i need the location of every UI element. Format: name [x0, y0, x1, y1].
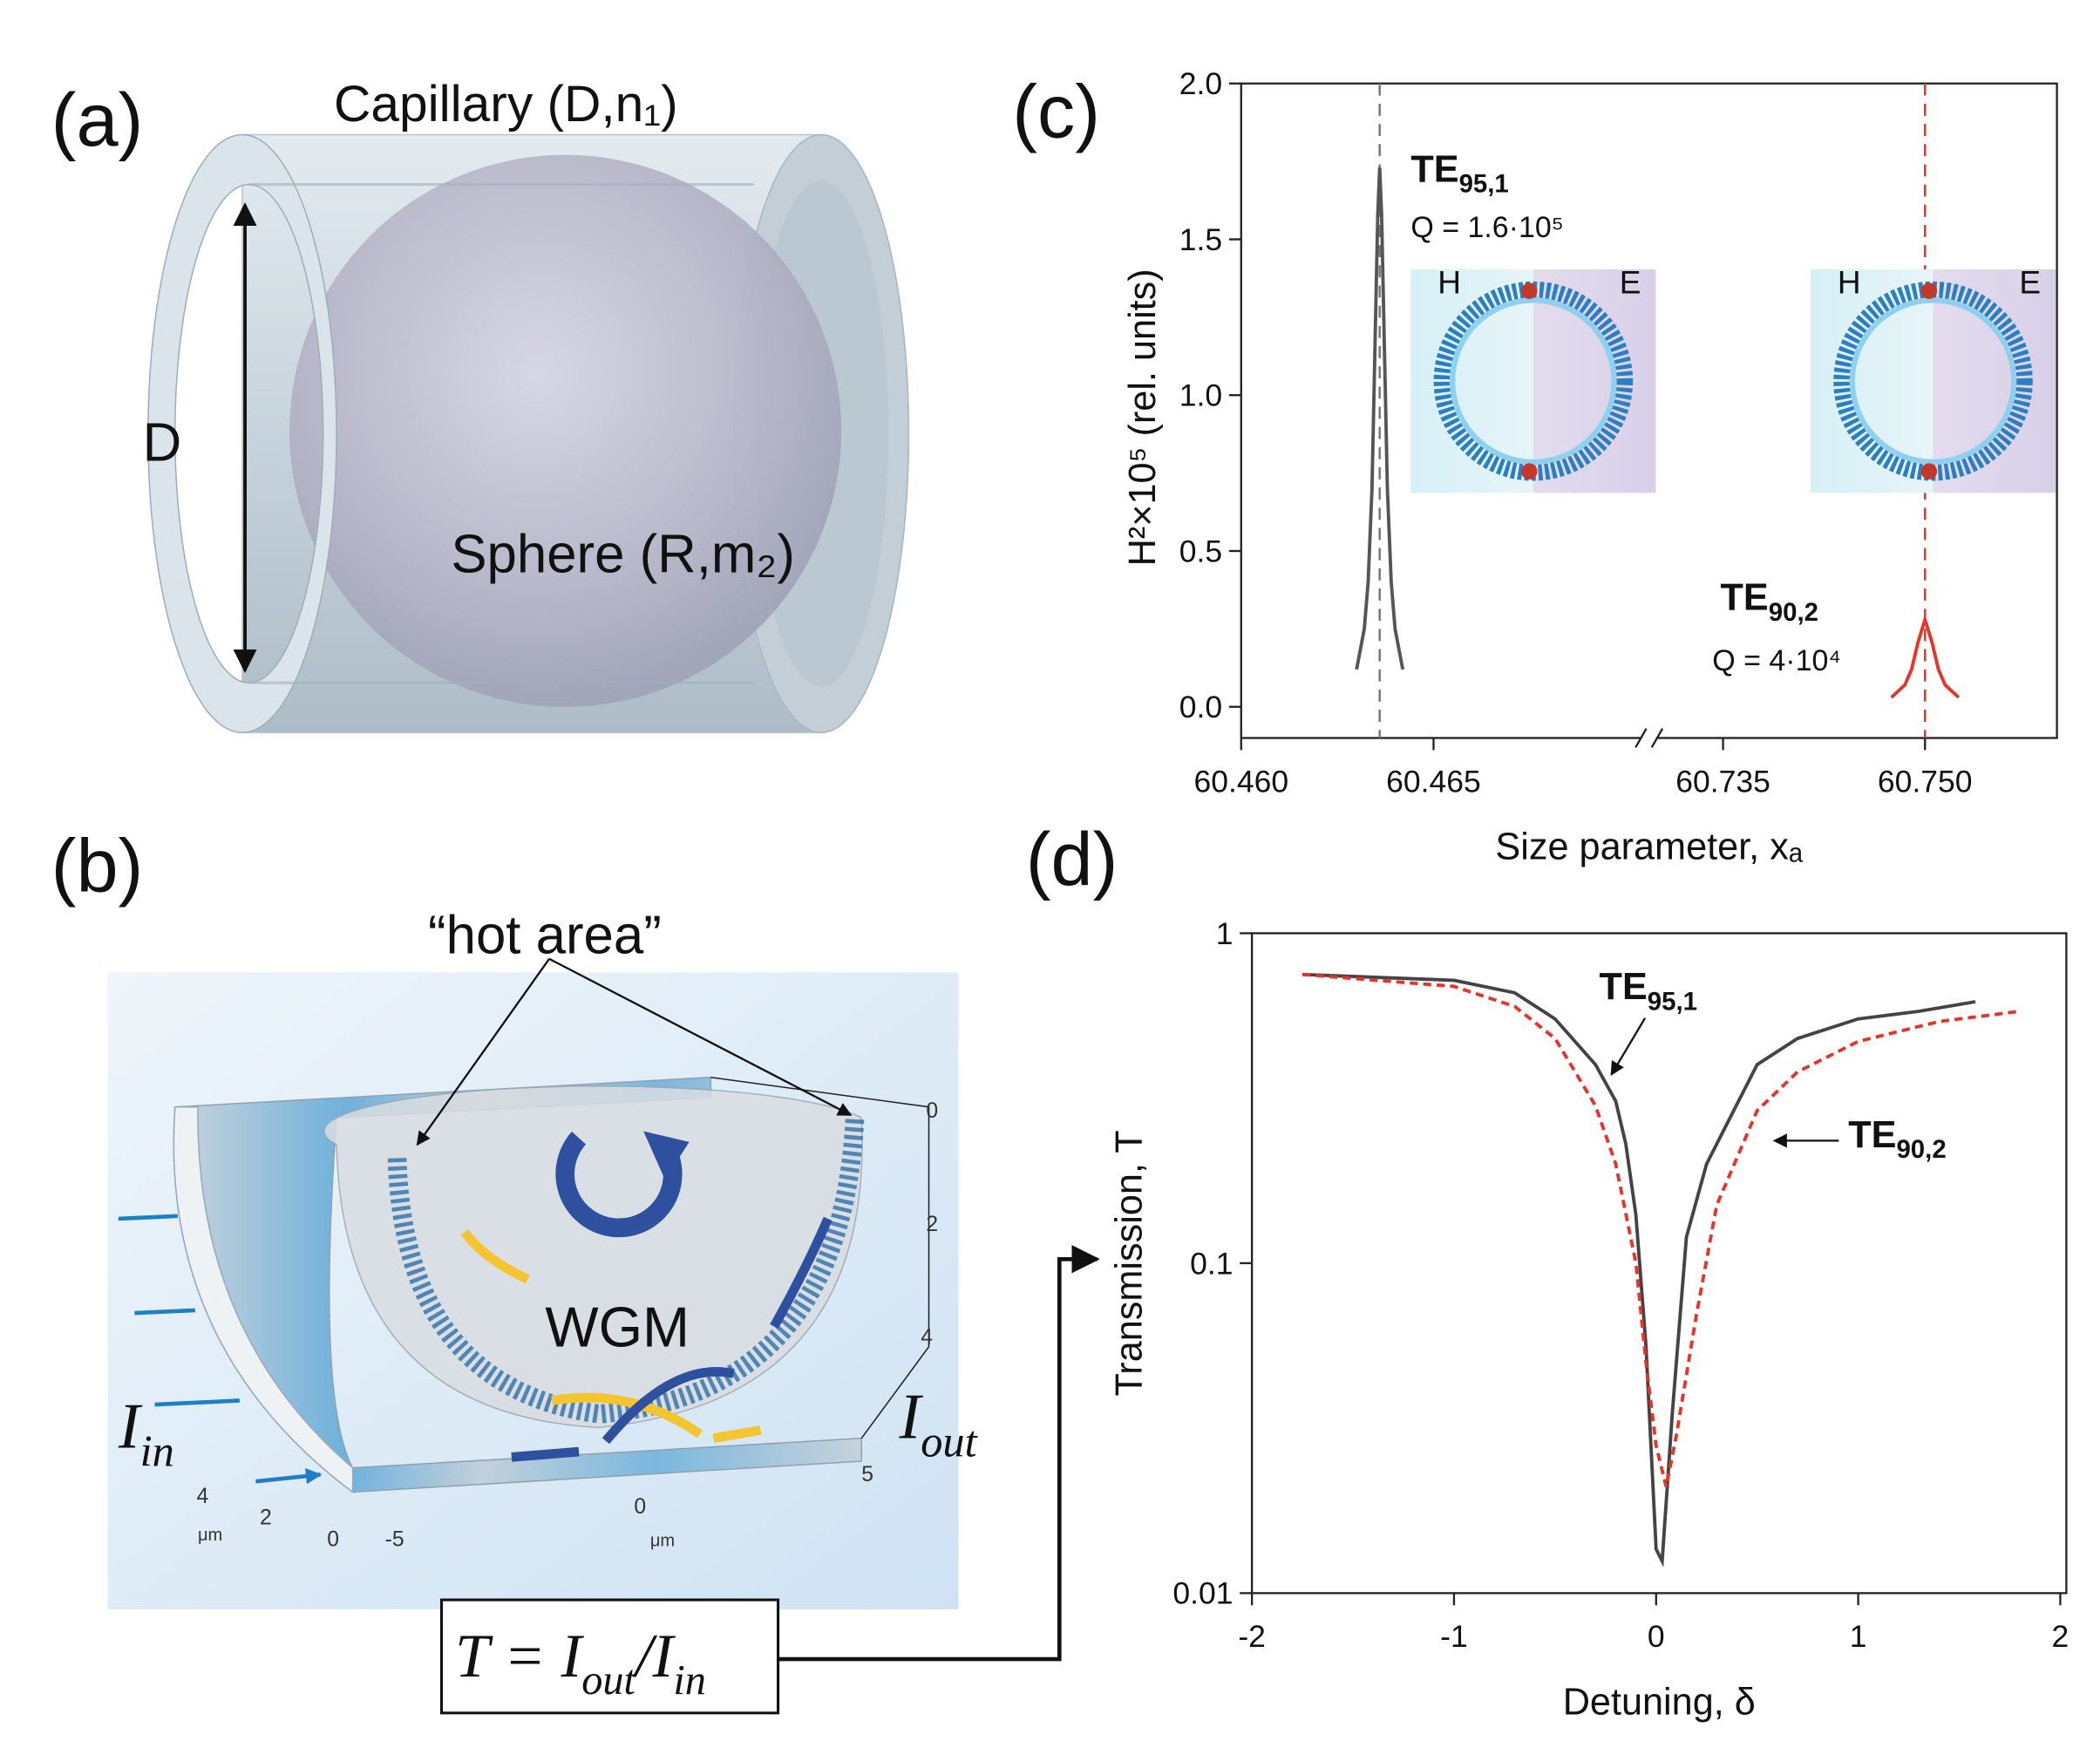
scale-label: 0	[926, 1099, 938, 1123]
transmission-formula-part: in	[673, 1657, 706, 1704]
input-intensity: Iin	[118, 1391, 174, 1476]
panel-label: (b)	[51, 825, 144, 908]
hot-spot	[1920, 463, 1938, 480]
scale-label: 0	[327, 1527, 339, 1551]
mode-label-part: 95,1	[1648, 987, 1697, 1016]
mode-label-part: 95,1	[1459, 170, 1509, 199]
y-axis-label: H²×10⁵ (rel. units)	[1122, 269, 1164, 566]
mode-label: TE95,1	[1600, 966, 1697, 1016]
series-line	[1302, 972, 1976, 1568]
scale-label: 4	[196, 1485, 208, 1508]
hot-spot	[1520, 282, 1538, 299]
scale-label: 4	[921, 1326, 933, 1350]
output-intensity-part: out	[921, 1417, 978, 1466]
annotation-pointer	[1610, 1017, 1647, 1077]
quality-factor: Q = 1.6·10⁵	[1410, 211, 1564, 244]
capillary-label: Capillary (D,n₁)	[334, 76, 678, 133]
x-axis-label: Size parameter, xₐ	[1495, 826, 1803, 868]
mode-label-part: TE	[1410, 149, 1458, 191]
inset-field-label: H	[1838, 264, 1861, 301]
mode-label: TE95,1	[1410, 149, 1508, 199]
series-line	[1301, 972, 2021, 1487]
mode-label-part: TE	[1600, 966, 1648, 1008]
panel-label: (a)	[51, 78, 144, 162]
series-line	[1890, 614, 1961, 699]
y-tick-label: 1.0	[1179, 378, 1222, 413]
hot-area-label: “hot area”	[428, 906, 662, 966]
x-tick-label: 1	[1850, 1619, 1867, 1654]
scale-label: 2	[926, 1213, 938, 1236]
panel-label: (c)	[1012, 71, 1100, 154]
wgm-label: WGM	[545, 1296, 690, 1359]
y-axis-label: Transmission, T	[1109, 1130, 1151, 1396]
mode-label-part: TE	[1848, 1114, 1896, 1156]
scale-label: μm	[198, 1526, 222, 1545]
mode-label: TE90,2	[1721, 577, 1818, 627]
plot-frame	[1250, 932, 2068, 1595]
sphere-label: Sphere (R,m₂)	[451, 524, 795, 584]
mode-field-inset	[1810, 269, 2056, 493]
panel-label: (d)	[1026, 818, 1118, 901]
x-tick-label: 2	[2052, 1619, 2069, 1654]
x-tick-label: 60.460	[1193, 764, 1288, 799]
field-ring-inner	[1450, 297, 1617, 465]
x-axis-label: Detuning, δ	[1563, 1681, 1756, 1723]
inset-field-label: E	[1620, 264, 1641, 301]
transmission-formula: T = Iout/Iin	[455, 1622, 706, 1704]
mode-field-inset	[1410, 269, 1656, 493]
diameter-label: D	[143, 412, 182, 473]
axis-break	[1634, 728, 1664, 748]
waveguide-drawing	[107, 957, 1100, 1715]
scale-label: -5	[385, 1527, 404, 1551]
x-tick-label: 0	[1648, 1619, 1665, 1654]
y-tick-label: 2.0	[1179, 66, 1222, 101]
x-tick-label: 60.735	[1675, 764, 1770, 799]
y-tick-label: 0.0	[1179, 690, 1222, 724]
y-tick-label: 1.5	[1179, 222, 1222, 257]
output-intensity: Iout	[899, 1382, 979, 1466]
quality-factor: Q = 4·10⁴	[1712, 644, 1841, 677]
transmission-formula-part: T = I	[455, 1622, 585, 1690]
field-ring-inner	[1849, 297, 2017, 465]
y-tick-label: 0.01	[1172, 1576, 1233, 1611]
series-line	[1355, 167, 1405, 670]
mode-label-part: TE	[1721, 577, 1769, 619]
scale-label: μm	[650, 1531, 675, 1550]
y-tick-label: 1	[1216, 916, 1233, 951]
inset-field-label: H	[1437, 264, 1461, 301]
output-intensity-part: I	[899, 1382, 924, 1453]
transmission-formula-part: out	[581, 1657, 636, 1704]
input-intensity-part: in	[140, 1426, 174, 1475]
capillary-drawing	[147, 133, 910, 734]
mode-label-part: 90,2	[1896, 1135, 1946, 1164]
scale-label: 5	[861, 1463, 873, 1486]
mode-label: TE90,2	[1848, 1114, 1946, 1164]
input-intensity-part: I	[118, 1391, 143, 1463]
scale-label: 0	[634, 1495, 646, 1519]
inset-field-label: E	[2019, 264, 2041, 301]
hot-spot	[1520, 463, 1538, 480]
x-tick-label: -2	[1238, 1619, 1266, 1654]
x-tick-label: 60.465	[1386, 764, 1481, 799]
transmission-formula-part: /I	[632, 1622, 676, 1690]
mode-label-part: 90,2	[1769, 598, 1818, 627]
axis-break-gap	[1641, 730, 1657, 746]
x-tick-label: -1	[1440, 1619, 1468, 1654]
y-tick-label: 0.5	[1179, 534, 1222, 568]
hot-spot	[1920, 282, 1938, 299]
scale-label: 2	[260, 1507, 272, 1530]
y-tick-label: 0.1	[1190, 1246, 1233, 1281]
x-tick-label: 60.750	[1878, 764, 1973, 799]
